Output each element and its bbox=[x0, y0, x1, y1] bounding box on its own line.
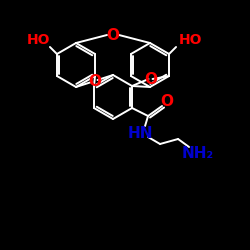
Text: NH₂: NH₂ bbox=[182, 146, 214, 162]
Text: O: O bbox=[88, 74, 101, 88]
Text: HN: HN bbox=[127, 126, 153, 142]
Text: HO: HO bbox=[27, 33, 51, 47]
Text: O: O bbox=[160, 94, 173, 108]
Text: HO: HO bbox=[178, 33, 202, 47]
Text: O: O bbox=[106, 28, 120, 42]
Text: O: O bbox=[144, 72, 157, 86]
